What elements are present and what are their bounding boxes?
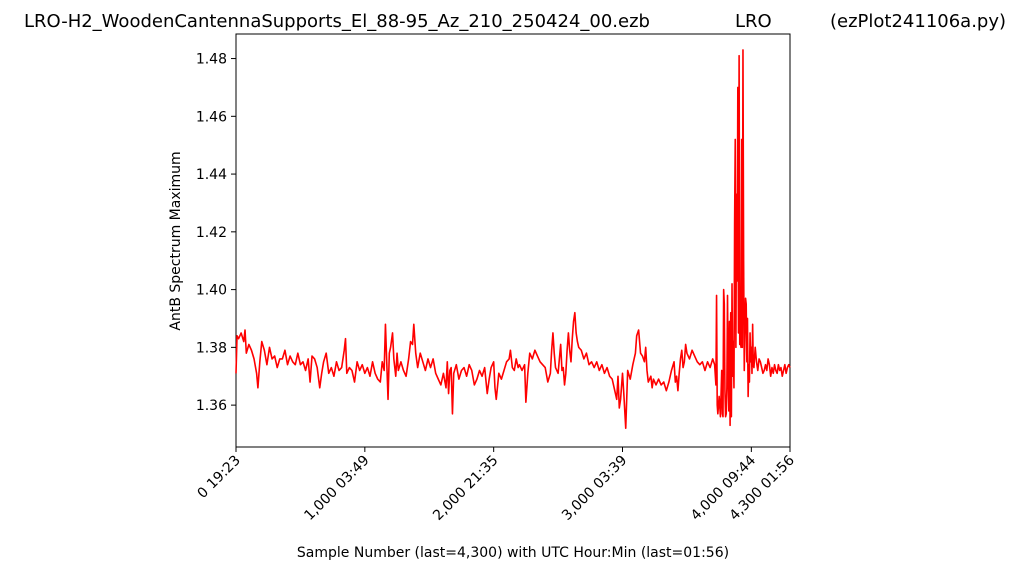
y-tick-label: 1.44 (196, 167, 227, 183)
x-tick-label: 3,000 03:39 (559, 453, 630, 524)
y-axis-label: AntB Spectrum Maximum (168, 151, 184, 330)
y-tick-label: 1.42 (196, 225, 227, 241)
x-axis-label: Sample Number (last=4,300) with UTC Hour… (297, 545, 729, 561)
plot-frame (235, 33, 791, 448)
y-tick-label: 1.40 (196, 283, 227, 299)
y-tick-label: 1.36 (196, 398, 227, 414)
x-tick-label: 1,000 03:49 (301, 453, 372, 524)
series-layer (235, 49, 791, 430)
y-tick-label: 1.38 (196, 340, 227, 356)
x-axis: 0 19:23 1,000 03:49 2,000 21:35 3,000 03:39… (195, 447, 798, 524)
y-axis: 1.36 1.38 1.40 1.42 1.44 1.46 1.48 (196, 52, 236, 414)
series-line-0 (235, 49, 791, 430)
script-title: (ezPlot241106a.py) (830, 11, 1006, 32)
file-title: LRO-H2_WoodenCantennaSupports_El_88-95_A… (24, 11, 650, 32)
x-tick-label: 2,000 21:35 (430, 453, 501, 524)
plot-area: 1.36 1.38 1.40 1.42 1.44 1.46 1.48 0 19:23 1,00… (195, 33, 798, 524)
x-tick-label: 4,000 09:44 (688, 452, 759, 523)
y-tick-label: 1.48 (196, 52, 227, 68)
x-tick-label: 0 19:23 (195, 453, 244, 502)
site-title: LRO (735, 11, 772, 32)
y-tick-label: 1.46 (196, 109, 227, 125)
